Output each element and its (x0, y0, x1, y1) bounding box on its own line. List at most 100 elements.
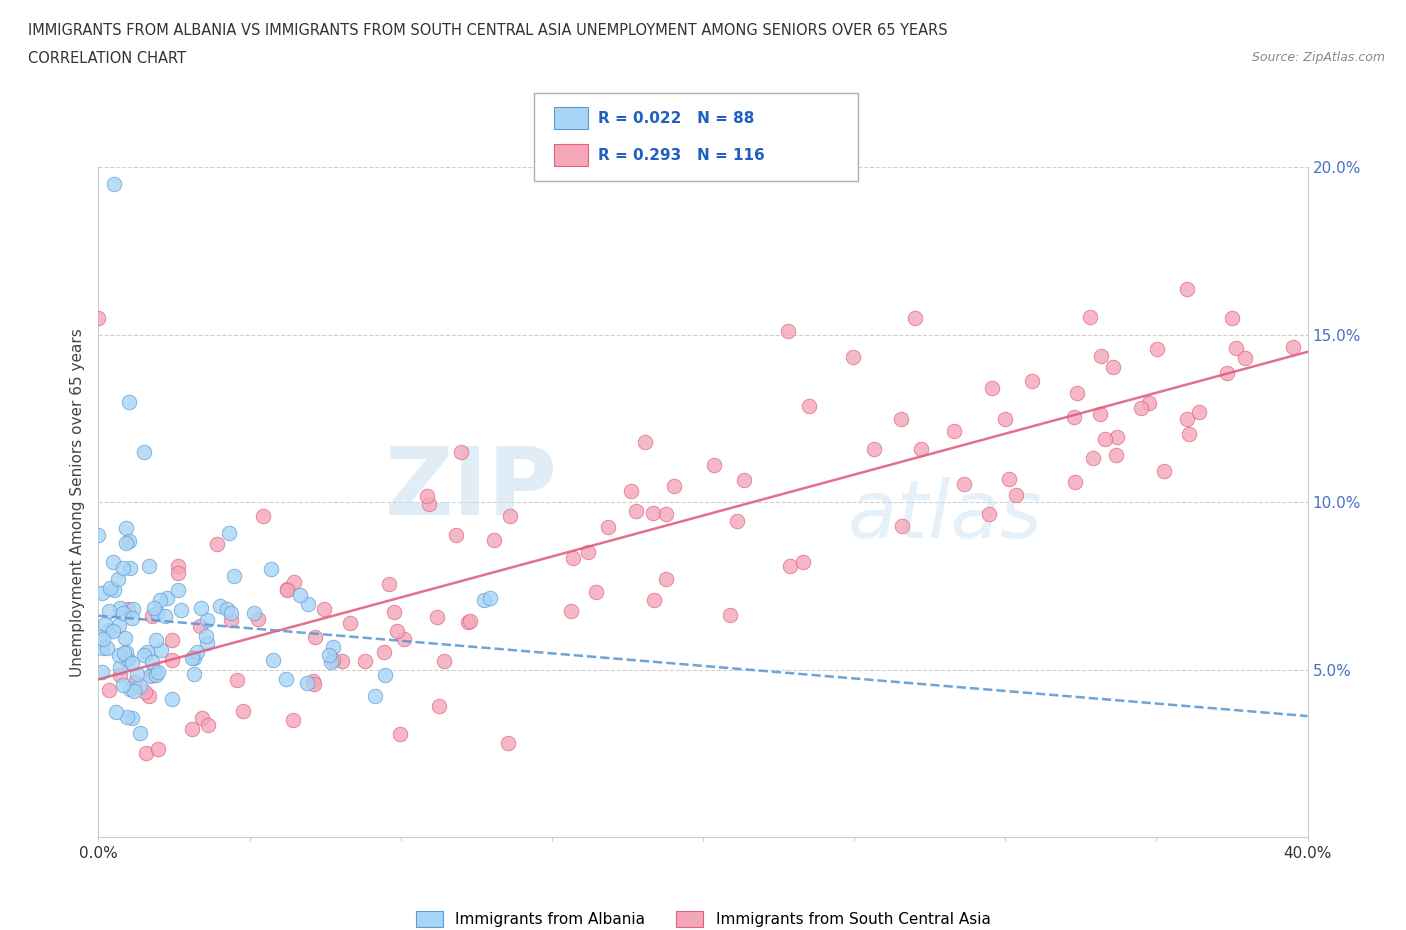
Point (662, 478, 685, 493)
Point (188, 618, 211, 633)
Point (112, 645, 135, 660)
Point (207, 537, 229, 551)
Point (1063, 474, 1085, 489)
Point (392, 631, 415, 646)
Point (194, 629, 217, 644)
Point (156, 591, 179, 605)
Point (91, 631, 114, 646)
Point (170, 603, 193, 618)
Point (114, 644, 136, 659)
Point (318, 647, 340, 662)
Point (135, 746, 157, 761)
Point (458, 613, 481, 628)
Point (655, 571, 678, 586)
Point (904, 311, 927, 325)
Point (145, 606, 167, 621)
Point (94, 617, 117, 631)
Point (139, 669, 162, 684)
Point (180, 722, 202, 737)
Point (103, 583, 125, 598)
Point (197, 718, 219, 733)
Text: Source: ZipAtlas.com: Source: ZipAtlas.com (1251, 51, 1385, 64)
Point (219, 612, 242, 627)
Point (104, 705, 127, 720)
Point (1225, 340, 1247, 355)
Point (143, 664, 166, 679)
Text: IMMIGRANTS FROM ALBANIA VS IMMIGRANTS FROM SOUTH CENTRAL ASIA UNEMPLOYMENT AMONG: IMMIGRANTS FROM ALBANIA VS IMMIGRANTS FR… (28, 23, 948, 38)
Point (598, 520, 620, 535)
Point (98, 581, 121, 596)
Point (353, 654, 375, 669)
Point (145, 632, 167, 647)
Point (122, 602, 145, 617)
Point (472, 592, 495, 607)
Point (114, 521, 136, 536)
Point (576, 545, 599, 560)
Point (1102, 360, 1125, 375)
Point (977, 507, 1000, 522)
Text: CORRELATION CHART: CORRELATION CHART (28, 51, 186, 66)
Point (108, 660, 131, 675)
Point (121, 656, 143, 671)
Point (111, 561, 134, 576)
Point (160, 632, 183, 647)
Point (295, 675, 318, 690)
Text: R = 0.022   N = 88: R = 0.022 N = 88 (598, 111, 754, 126)
Point (153, 609, 176, 624)
Point (143, 601, 166, 616)
Point (232, 704, 254, 719)
Point (482, 533, 505, 548)
Point (1281, 339, 1303, 354)
Point (910, 442, 932, 457)
Point (890, 518, 912, 533)
Point (276, 581, 298, 596)
Point (998, 472, 1021, 486)
Point (91, 664, 114, 679)
Point (134, 685, 156, 700)
Point (496, 736, 519, 751)
Point (87, 311, 110, 325)
Point (89, 630, 111, 644)
Point (842, 350, 865, 365)
Point (288, 588, 311, 603)
Point (444, 528, 467, 543)
Point (641, 505, 664, 520)
Point (1175, 282, 1198, 297)
Point (283, 712, 305, 727)
Point (121, 611, 143, 626)
Point (499, 509, 522, 524)
Point (90, 641, 112, 656)
Point (373, 644, 395, 659)
Point (87, 527, 110, 542)
Point (108, 601, 131, 616)
Point (792, 555, 814, 570)
Point (224, 569, 246, 584)
Point (418, 497, 440, 512)
Point (276, 582, 298, 597)
Point (117, 602, 139, 617)
Point (148, 741, 170, 756)
Point (1146, 341, 1168, 356)
Point (197, 613, 219, 628)
Point (190, 601, 212, 616)
Point (166, 558, 188, 573)
Point (994, 411, 1017, 426)
Point (799, 398, 821, 413)
Point (101, 624, 124, 639)
Point (1090, 349, 1112, 364)
Point (1078, 309, 1101, 324)
Point (562, 551, 585, 565)
Point (655, 506, 678, 521)
Point (890, 411, 912, 426)
Point (479, 591, 502, 605)
Point (129, 678, 152, 693)
Point (1105, 447, 1128, 462)
Point (115, 710, 138, 724)
Point (304, 630, 326, 644)
Point (118, 681, 141, 696)
Point (132, 648, 155, 663)
Legend: Immigrants from Albania, Immigrants from South Central Asia: Immigrants from Albania, Immigrants from… (409, 905, 997, 930)
Point (125, 667, 148, 682)
Point (146, 665, 169, 680)
Point (1137, 396, 1160, 411)
